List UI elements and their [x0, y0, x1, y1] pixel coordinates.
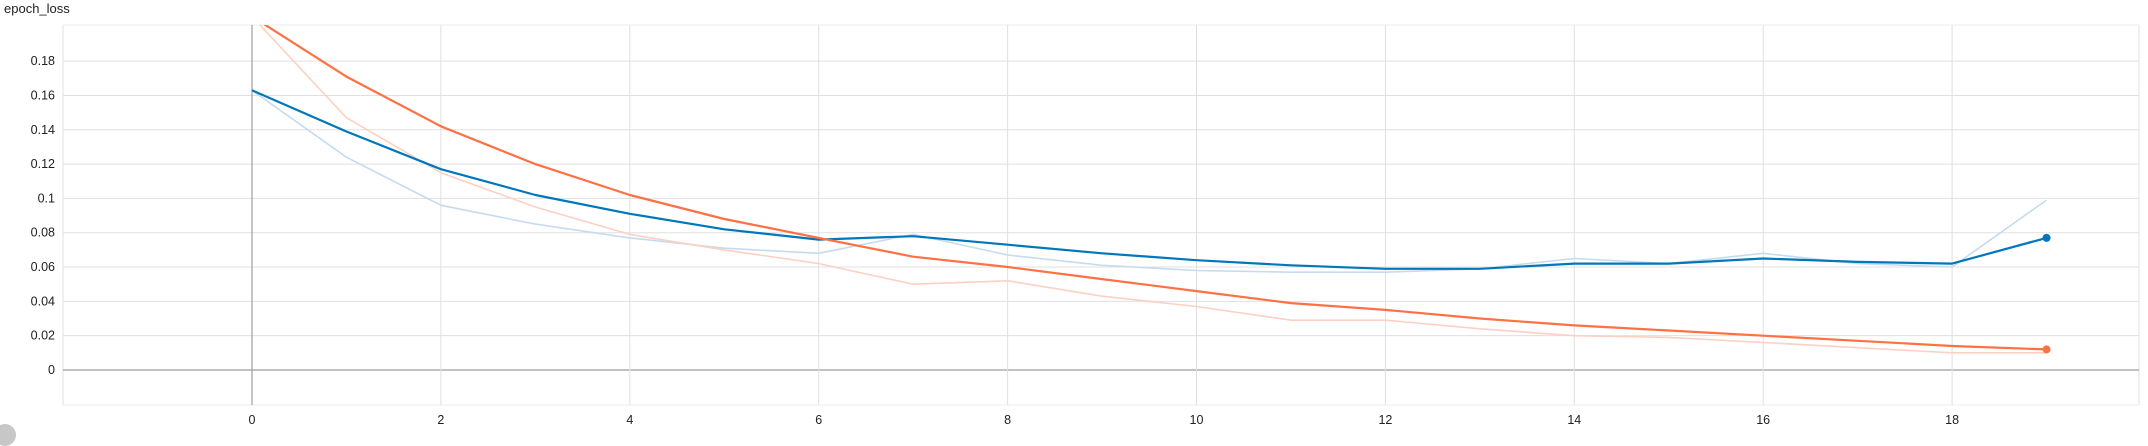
- x-tick-label: 10: [1190, 413, 1204, 427]
- y-tick-label: 0.02: [31, 329, 55, 343]
- epoch-loss-chart: 0 0.02 0.04 0.06 0.08 0.1 0.12 0.14 0.16 0.18 0 2 4…: [31, 24, 2140, 427]
- x-tick-label: 16: [1756, 413, 1770, 427]
- settings-circle-icon[interactable]: [0, 424, 16, 446]
- y-tick-label: 0.14: [31, 123, 55, 137]
- series-0-smoothed-line: [251, 89, 2047, 270]
- chart-title: epoch_loss: [4, 1, 70, 16]
- x-tick-label: 8: [1004, 413, 1011, 427]
- y-tick-label: 0.06: [31, 260, 55, 274]
- y-tick-label: 0.08: [31, 226, 55, 240]
- x-tick-label: 14: [1567, 413, 1581, 427]
- grid-lines: [62, 24, 2140, 406]
- x-tick-label: 12: [1378, 413, 1392, 427]
- y-axis-tick-labels: 0 0.02 0.04 0.06 0.08 0.1 0.12 0.14 0.16 0.18: [31, 54, 55, 377]
- series-1-end-marker[interactable]: [2042, 345, 2051, 354]
- series-1-raw-line: [258, 25, 2047, 354]
- x-tick-label: 18: [1945, 413, 1959, 427]
- x-tick-label: 4: [626, 413, 633, 427]
- x-axis-tick-labels: 0 2 4 6 8 10 12 14 16 18: [249, 413, 1960, 427]
- y-tick-label: 0.1: [38, 191, 55, 205]
- series-layer: [251, 25, 2051, 354]
- y-tick-label: 0.18: [31, 54, 55, 68]
- y-tick-label: 0.04: [31, 294, 55, 308]
- series-1-smoothed-line: [263, 25, 2047, 351]
- x-tick-label: 2: [437, 413, 444, 427]
- y-tick-label: 0.12: [31, 157, 55, 171]
- y-tick-label: 0.16: [31, 88, 55, 102]
- y-tick-label: 0: [48, 363, 55, 377]
- x-tick-label: 6: [815, 413, 822, 427]
- x-tick-label: 0: [249, 413, 256, 427]
- series-0-end-marker[interactable]: [2042, 233, 2051, 242]
- series-0-raw-line: [251, 89, 2047, 274]
